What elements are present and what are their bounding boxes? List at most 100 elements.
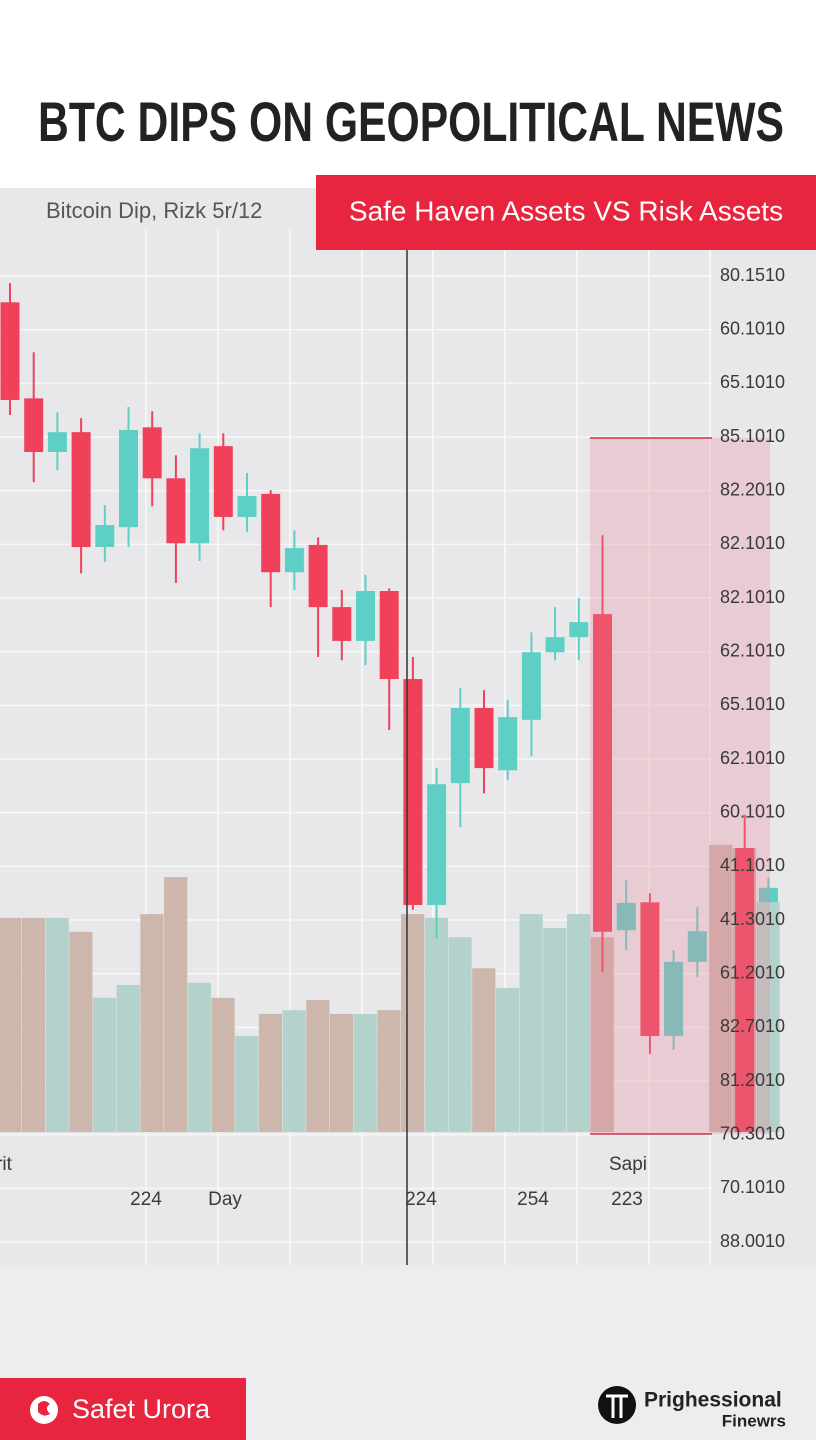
volume-bar bbox=[448, 937, 472, 1132]
candle-body bbox=[735, 848, 755, 1132]
candle-body bbox=[569, 622, 589, 638]
x-label: 224 bbox=[130, 1189, 162, 1210]
candle-body bbox=[0, 302, 20, 400]
candle-body bbox=[166, 478, 186, 544]
volume-bar bbox=[164, 877, 188, 1132]
candle-body bbox=[545, 637, 565, 653]
volume-bar bbox=[0, 917, 22, 1132]
x-label: 223 bbox=[611, 1189, 643, 1210]
banner-text: Safe Haven Assets VS Risk Assets bbox=[349, 195, 783, 226]
volume-bar bbox=[377, 1010, 401, 1132]
candle-body bbox=[616, 902, 636, 931]
candle-body bbox=[284, 548, 304, 573]
y-tick-label: 65.1010 bbox=[720, 372, 785, 392]
overlay: 80.1510 60.1010 65.1010 85.1010 82.2010 82.10… bbox=[0, 265, 785, 1251]
highlight-zone bbox=[590, 438, 770, 1134]
y-tick-label: 70.3010 bbox=[720, 1123, 785, 1143]
volume-bar bbox=[21, 917, 46, 1132]
volume-bar bbox=[495, 988, 520, 1132]
candle-body bbox=[427, 784, 447, 905]
y-tick-label: 82.7010 bbox=[720, 1016, 785, 1036]
button-icon-mark bbox=[38, 1401, 50, 1416]
plot bbox=[0, 230, 780, 1265]
y-tick-label: 81.2010 bbox=[720, 1070, 785, 1090]
candle-body bbox=[24, 398, 44, 453]
volume-bar bbox=[590, 937, 614, 1132]
candle-body bbox=[308, 544, 328, 608]
banner bbox=[316, 175, 816, 250]
candle-body bbox=[640, 902, 660, 1036]
y-tick-label: 61.2010 bbox=[720, 962, 785, 982]
y-tick-label: 82.1010 bbox=[720, 587, 785, 607]
candle-body bbox=[379, 591, 399, 680]
y-tick-label: 62.1010 bbox=[720, 748, 785, 768]
x-label: Sapi bbox=[609, 1154, 647, 1175]
header-bg bbox=[0, 0, 816, 188]
candle-body bbox=[474, 708, 494, 769]
y-tick-label: 82.2010 bbox=[720, 479, 785, 499]
volume-bar bbox=[709, 844, 733, 1132]
candle-body bbox=[593, 614, 612, 932]
candle-body bbox=[664, 961, 684, 1036]
volume-bar bbox=[282, 1010, 306, 1132]
brand-logo bbox=[598, 1386, 636, 1424]
candle-body bbox=[356, 591, 375, 641]
x-label: Day bbox=[208, 1189, 242, 1210]
y-tick-label: 70.1010 bbox=[720, 1177, 785, 1197]
volume-bar bbox=[306, 999, 330, 1132]
volume-bar bbox=[756, 902, 780, 1132]
candle-body bbox=[190, 448, 210, 544]
candle-body bbox=[47, 432, 67, 453]
volume-bar bbox=[401, 914, 425, 1132]
volume-bar bbox=[424, 917, 448, 1132]
y-tick-label: 88.0010 bbox=[720, 1231, 785, 1251]
brand-sub: Finewrs bbox=[722, 1411, 786, 1430]
y-tick-label: 60.1010 bbox=[720, 801, 785, 821]
candle-body bbox=[119, 430, 138, 528]
candle-body bbox=[95, 525, 115, 548]
x-label: 224 bbox=[405, 1189, 437, 1210]
y-tick-label: 60.1010 bbox=[720, 318, 785, 338]
y-tick-label: 80.1510 bbox=[720, 265, 785, 285]
candle-body bbox=[71, 432, 91, 548]
volume-bar bbox=[140, 914, 164, 1132]
x-label: rit bbox=[0, 1154, 13, 1175]
candle-body bbox=[687, 931, 707, 962]
chart-title: BTC DIPS ON GEOPOLITICAL NEWS bbox=[38, 90, 784, 153]
y-tick-label: 41.3010 bbox=[720, 909, 785, 929]
candle-body bbox=[403, 679, 423, 905]
volume-bar bbox=[45, 917, 69, 1132]
candle-body bbox=[758, 887, 778, 903]
y-tick-label: 85.1010 bbox=[720, 426, 785, 446]
candle-body bbox=[237, 496, 257, 517]
candle-body bbox=[213, 446, 233, 517]
candle-body bbox=[261, 493, 281, 573]
volume-bar bbox=[235, 1035, 259, 1132]
candle-body bbox=[450, 708, 470, 784]
volume-bar bbox=[566, 914, 591, 1132]
y-tick-label: 65.1010 bbox=[720, 694, 785, 714]
subtitle: Bitcoin Dip, Rizk 5r/12 bbox=[46, 198, 262, 223]
volume-bar bbox=[472, 968, 496, 1132]
candle-body bbox=[142, 427, 162, 479]
y-tick-label: 41.1010 bbox=[720, 855, 785, 875]
volume-bar bbox=[329, 1013, 354, 1132]
volume-bar bbox=[258, 1013, 283, 1132]
volume-bar bbox=[116, 984, 140, 1132]
brand-logo-mark bbox=[606, 1394, 628, 1418]
candle-body bbox=[498, 717, 518, 771]
y-tick-label: 82.1010 bbox=[720, 533, 785, 553]
volume-bar bbox=[92, 997, 117, 1132]
y-tick-label: 62.1010 bbox=[720, 640, 785, 660]
x-label: 254 bbox=[517, 1189, 549, 1210]
brand-name: Prighessional bbox=[644, 1389, 782, 1412]
volume-bar bbox=[543, 928, 567, 1132]
button-text[interactable]: Safet Urora bbox=[72, 1394, 211, 1424]
volume-bar bbox=[353, 1013, 377, 1132]
volume-bar bbox=[187, 982, 211, 1132]
volume-bar bbox=[211, 997, 235, 1132]
candle-body bbox=[521, 652, 541, 720]
candle-body bbox=[332, 607, 352, 641]
volume-bar bbox=[69, 931, 93, 1132]
